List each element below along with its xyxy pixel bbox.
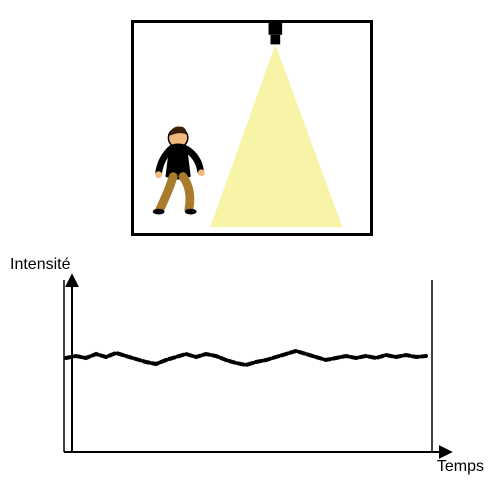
intensity-line xyxy=(66,351,426,365)
intensity-chart xyxy=(0,0,500,500)
